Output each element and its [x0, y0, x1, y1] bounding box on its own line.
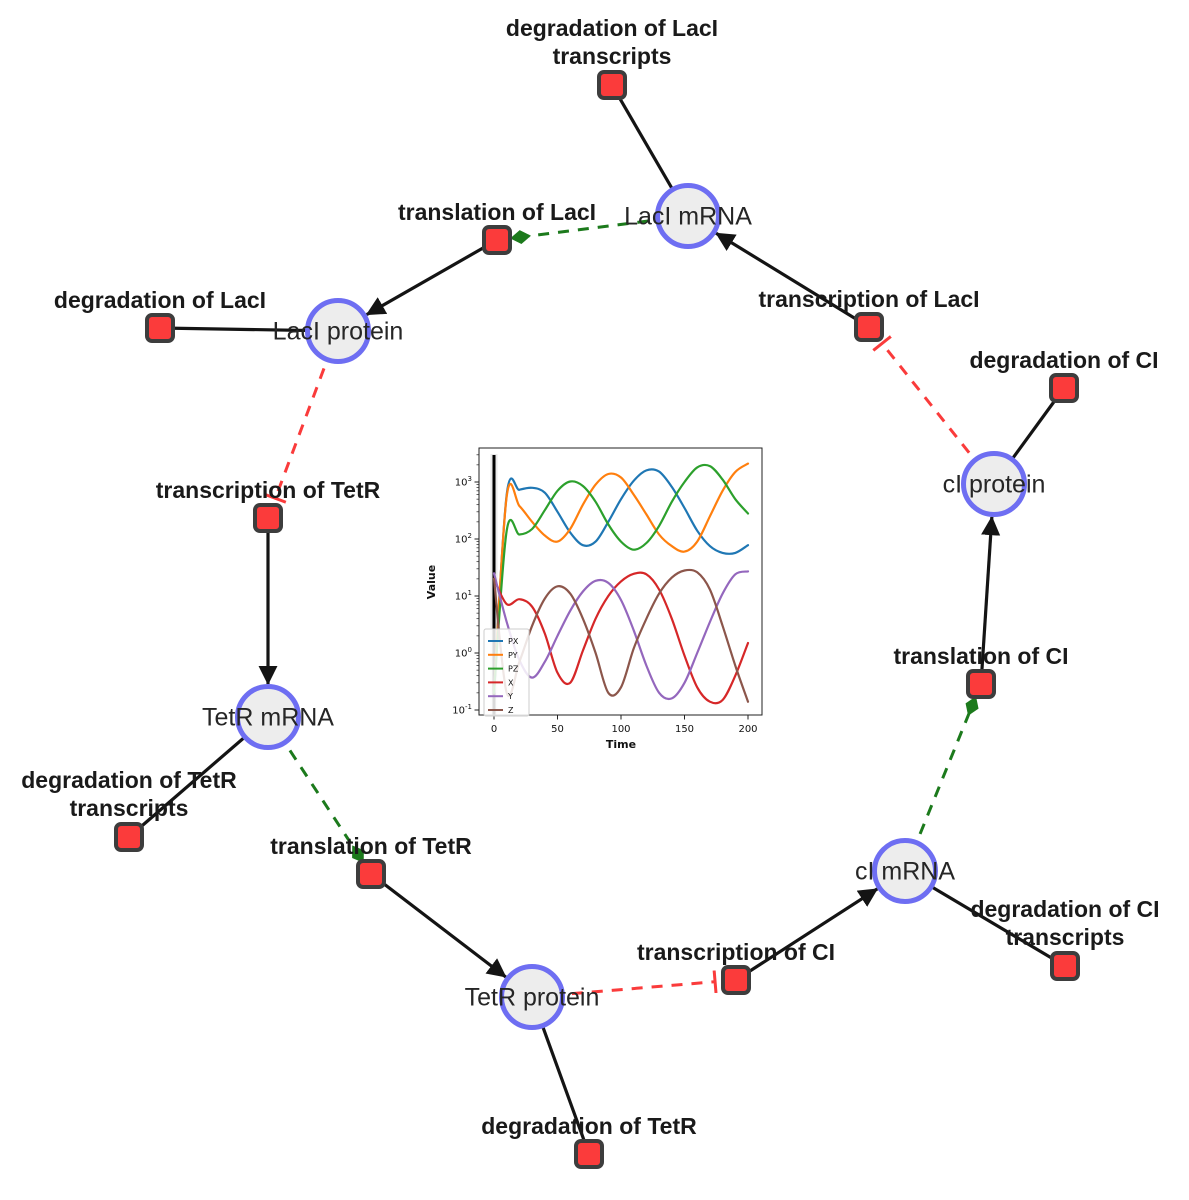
nodes-layer — [114, 70, 1080, 1169]
reaction-node-transcription_ci — [721, 965, 751, 995]
curve-Z — [492, 568, 750, 703]
y-tick-label-1e2: 102 — [455, 532, 472, 546]
species-label-ci_protein: cI protein — [943, 471, 1046, 499]
reaction-label-deg_laci_transcripts-line2: transcripts — [553, 43, 672, 69]
reaction-label-translation_ci: translation of CI — [893, 643, 1068, 669]
labels-layer: degradation of LacItranscriptstranslatio… — [21, 15, 1159, 1139]
timeseries-plot: 10-1 100 101 102 103 0 50 100 150 200 PX PY PZ XYZ Ti… — [425, 425, 780, 765]
reaction-label-deg_ci_transcripts-line2: transcripts — [1006, 924, 1125, 950]
curve-PX — [492, 468, 750, 694]
legend-label-X: X — [508, 678, 514, 687]
species-node-ci_mrna — [872, 838, 938, 904]
species-label-laci_protein: LacI protein — [273, 318, 404, 346]
reaction-label-translation_laci: translation of LacI — [398, 199, 596, 225]
species-label-laci_mrna: LacI mRNA — [624, 203, 752, 231]
species-label-ci_mrna: cI mRNA — [855, 858, 955, 886]
reaction-label-transcription_tetr: transcription of TetR — [156, 477, 381, 503]
y-tick-label-1e-1: 10-1 — [452, 703, 472, 717]
legend-label-PY: PY — [508, 651, 518, 660]
x-axis-label: Time — [606, 738, 636, 751]
plot-generated: 10-1 100 101 102 103 0 50 100 150 200 PX PY PZ XYZ — [452, 447, 763, 735]
reaction-label-translation_tetr: translation of TetR — [270, 833, 472, 859]
y-tick-label-1e0: 100 — [455, 646, 472, 660]
edge-production-translation_tetr-tetr_protein — [370, 872, 507, 979]
curve-PZ — [492, 463, 750, 694]
y-tick-label-1e1: 101 — [455, 589, 472, 603]
species-label-tetr_mrna: TetR mRNA — [202, 704, 334, 732]
reaction-node-deg_laci_transcripts — [597, 70, 627, 100]
reaction-label-deg_tetr_transcripts-line1: degradation of TetR — [21, 767, 237, 793]
y-tick-label-1e3: 103 — [455, 475, 472, 489]
x-tick-label-150: 150 — [675, 724, 694, 735]
reaction-label-deg_tetr_transcripts-line2: transcripts — [70, 795, 189, 821]
reaction-node-deg_laci — [145, 313, 175, 343]
species-node-ci_protein — [961, 451, 1027, 517]
legend-label-PZ: PZ — [508, 665, 519, 674]
curves-layer — [492, 462, 750, 705]
reaction-label-transcription_laci: transcription of LacI — [758, 286, 979, 312]
curve-Y — [492, 570, 750, 701]
legend-label-Z: Z — [508, 706, 514, 715]
edge-production-translation_laci-laci_protein — [365, 238, 498, 316]
edge-production-translation_ci-ci_protein — [979, 515, 1001, 685]
reaction-label-deg_laci_transcripts-line1: degradation of LacI — [506, 15, 718, 41]
reaction-node-translation_tetr — [356, 859, 386, 889]
curve-X — [492, 571, 750, 705]
reaction-label-deg_tetr: degradation of TetR — [481, 1113, 697, 1139]
reaction-node-transcription_laci — [854, 312, 884, 342]
reaction-node-deg_tetr_transcripts — [114, 822, 144, 852]
legend-box — [483, 628, 530, 717]
curve-PY — [492, 462, 750, 694]
edge-production-transcription_laci-laci_mrna — [715, 231, 870, 329]
species-node-laci_mrna — [655, 183, 721, 249]
x-tick-label-200: 200 — [738, 724, 757, 735]
reaction-node-translation_laci — [482, 225, 512, 255]
x-tick-label-0: 0 — [491, 724, 497, 735]
reaction-node-translation_ci — [966, 669, 996, 699]
reaction-node-deg_ci — [1049, 373, 1079, 403]
edge-production-transcription_ci-ci_mrna — [735, 887, 879, 982]
reaction-label-deg_ci: degradation of CI — [969, 347, 1158, 373]
reaction-label-deg_laci: degradation of LacI — [54, 287, 266, 313]
legend-label-Y: Y — [507, 692, 513, 701]
species-node-laci_protein — [305, 298, 371, 364]
y-axis-label: Value — [425, 565, 438, 599]
reaction-label-deg_ci_transcripts-line1: degradation of CI — [970, 896, 1159, 922]
species-label-tetr_protein: TetR protein — [465, 984, 600, 1012]
legend-label-PX: PX — [508, 637, 519, 646]
species-node-tetr_mrna — [235, 684, 301, 750]
x-tick-label-100: 100 — [611, 724, 630, 735]
legend: PX PY PZ XYZ — [483, 628, 530, 717]
reaction-node-transcription_tetr — [253, 503, 283, 533]
reaction-label-transcription_ci: transcription of CI — [637, 939, 835, 965]
reaction-node-deg_ci_transcripts — [1050, 951, 1080, 981]
reaction-node-deg_tetr — [574, 1139, 604, 1169]
x-tick-label-50: 50 — [551, 724, 564, 735]
species-node-tetr_protein — [499, 964, 565, 1030]
